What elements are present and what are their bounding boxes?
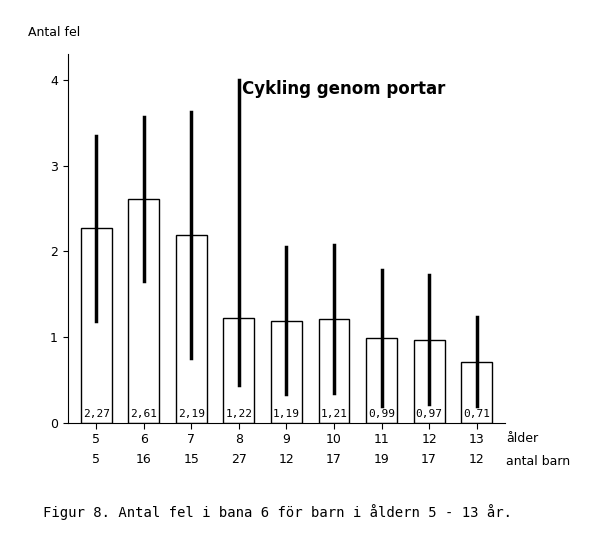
Text: Figur 8. Antal fel i bana 6 för barn i åldern 5 - 13 år.: Figur 8. Antal fel i bana 6 för barn i å…: [43, 504, 512, 520]
Text: 1,21: 1,21: [320, 409, 347, 420]
Text: 2,27: 2,27: [83, 409, 110, 420]
Text: antal barn: antal barn: [506, 455, 570, 468]
Bar: [271, 321, 302, 423]
Bar: [413, 340, 445, 423]
Text: 2,61: 2,61: [131, 409, 157, 420]
Text: Cykling genom portar: Cykling genom portar: [241, 80, 445, 98]
Text: 0,99: 0,99: [368, 409, 395, 420]
Text: 17: 17: [326, 453, 342, 466]
Text: 1,22: 1,22: [225, 409, 253, 420]
Text: 2,19: 2,19: [178, 409, 205, 420]
Text: Antal fel: Antal fel: [28, 27, 81, 40]
Bar: [176, 235, 207, 423]
Text: 27: 27: [231, 453, 247, 466]
Bar: [366, 338, 397, 423]
Text: 15: 15: [184, 453, 200, 466]
Text: 19: 19: [374, 453, 389, 466]
Bar: [128, 199, 160, 423]
Bar: [461, 362, 492, 423]
Bar: [81, 228, 111, 423]
Text: 5: 5: [92, 453, 100, 466]
Text: 0,97: 0,97: [416, 409, 442, 420]
Text: 1,19: 1,19: [273, 409, 300, 420]
Text: 17: 17: [421, 453, 437, 466]
Bar: [318, 319, 349, 423]
Text: 12: 12: [469, 453, 484, 466]
Text: 0,71: 0,71: [463, 409, 490, 420]
Bar: [224, 318, 254, 423]
Text: ålder: ålder: [506, 431, 538, 444]
Text: 16: 16: [136, 453, 152, 466]
Text: 12: 12: [278, 453, 294, 466]
